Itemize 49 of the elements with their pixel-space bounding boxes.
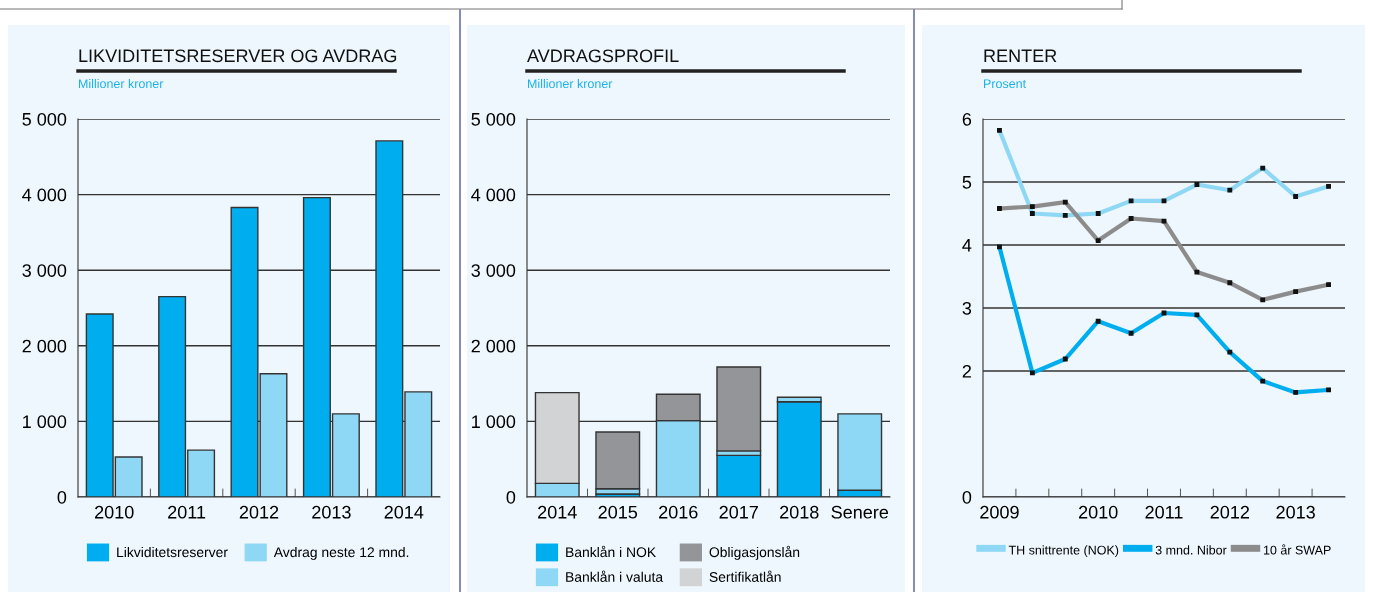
x-tick-label: 2009: [980, 505, 1019, 519]
y-tick-label: 4: [962, 239, 972, 252]
y-tick-label: 0: [506, 490, 516, 504]
y-tick-label: 6: [962, 112, 972, 126]
y-tick-label: 2: [962, 364, 971, 378]
y-tick-label: 2 000: [22, 339, 67, 353]
y-tick-label: 0: [57, 490, 67, 504]
chart-title: LIKVIDITETSRESERVER OG AVDRAG: [79, 49, 397, 63]
x-tick-label: 2013: [312, 505, 351, 519]
chart-title: AVDRAGSPROFIL: [527, 49, 679, 63]
x-tick-label: 2011: [1145, 505, 1183, 519]
y-tick-label: 3 000: [471, 264, 516, 277]
x-tick-label: 2014: [384, 505, 424, 519]
legend-label: Banklån i valuta: [566, 570, 664, 582]
y-tick-label: 4 000: [22, 188, 67, 202]
x-tick-label: 2012: [239, 505, 279, 519]
x-tick-label: 2015: [598, 505, 638, 519]
x-tick-label: 2011: [168, 505, 206, 519]
y-tick-label: 1 000: [472, 415, 516, 429]
chart-title: RENTER: [984, 49, 1057, 62]
x-tick-label: 2010: [95, 505, 134, 519]
x-tick-label: Senere: [831, 505, 889, 519]
x-tick-label: 2017: [719, 505, 758, 519]
legend-label: Banklån i NOK: [566, 545, 656, 558]
x-tick-label: 2016: [659, 505, 698, 519]
legend-label: Likviditetsreserver: [117, 546, 228, 558]
y-tick-label: 3 000: [22, 264, 67, 277]
y-tick-label: 0: [962, 490, 972, 504]
legend-label: Avdrag neste 12 mnd.: [273, 546, 409, 560]
y-tick-label: 1 000: [23, 415, 67, 429]
x-tick-label: 2014: [538, 505, 577, 519]
y-tick-label: 4 000: [471, 188, 516, 202]
y-tick-label: 2 000: [471, 339, 516, 353]
chart-subtitle: Millioner kroner: [528, 78, 613, 89]
y-tick-label: 3: [962, 301, 972, 315]
x-tick-label: 2012: [1210, 505, 1249, 519]
y-tick-label: 5 000: [471, 112, 516, 126]
legend-label: 3 mnd. Nibor: [1155, 545, 1227, 555]
x-tick-label: 2018: [780, 505, 819, 519]
y-tick-label: 5 000: [22, 112, 67, 126]
chart-subtitle: Millioner kroner: [79, 78, 164, 89]
y-tick-label: 5: [962, 176, 972, 189]
legend-label: Sertifikatlån: [709, 570, 781, 582]
legend-label: TH snittrente (NOK): [1008, 545, 1119, 557]
chart-subtitle: Prosent: [984, 79, 1026, 89]
x-tick-label: 2013: [1276, 505, 1315, 519]
x-tick-label: 2010: [1079, 505, 1118, 519]
legend-label: Obligasjonslån: [709, 545, 800, 560]
legend-label: 10 år SWAP: [1263, 544, 1331, 555]
